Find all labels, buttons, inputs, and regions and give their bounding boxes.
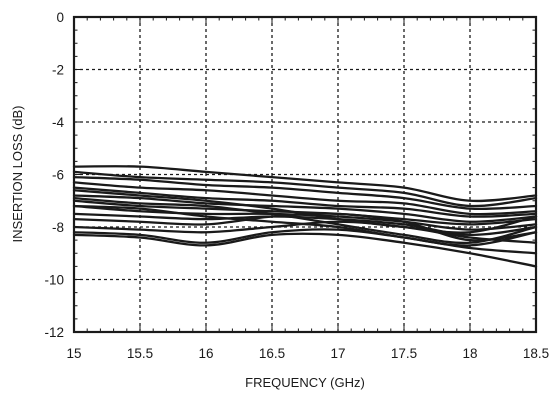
series-line-13 bbox=[72, 232, 538, 268]
y-axis-label: INSERTION LOSS (dB) bbox=[10, 105, 25, 242]
y-tick-labels: 0 -2 -4 -6 -8 -10 -12 bbox=[44, 10, 64, 340]
y-tick-label: -2 bbox=[52, 63, 64, 78]
x-tick-label: 18.5 bbox=[523, 346, 549, 361]
y-tick-label: -10 bbox=[44, 273, 64, 288]
series-line-15 bbox=[72, 196, 538, 245]
plot-frame bbox=[72, 15, 538, 334]
x-axis-label: FREQUENCY (GHz) bbox=[245, 375, 365, 390]
grid bbox=[74, 17, 536, 332]
y-tick-label: 0 bbox=[56, 10, 64, 25]
x-tick-label: 17 bbox=[330, 346, 345, 361]
series-line-5 bbox=[72, 186, 538, 218]
series-line-9 bbox=[72, 212, 538, 237]
series-line-4 bbox=[72, 181, 538, 216]
y-tick-label: -8 bbox=[52, 220, 64, 235]
series-line-2 bbox=[72, 170, 538, 208]
series-line-6 bbox=[72, 194, 538, 223]
y-tick-label: -4 bbox=[52, 115, 64, 130]
x-tick-label: 16.5 bbox=[259, 346, 285, 361]
series-line-16 bbox=[72, 189, 538, 234]
series-line-12 bbox=[72, 228, 538, 255]
x-tick-label: 15.5 bbox=[127, 346, 153, 361]
x-tick-label: 16 bbox=[198, 346, 213, 361]
x-tick-label: 18 bbox=[462, 346, 477, 361]
x-tick-labels: 15 15.5 16 16.5 17 17.5 18 18.5 bbox=[66, 346, 549, 361]
series-line-3 bbox=[72, 175, 538, 211]
series-line-7 bbox=[72, 199, 538, 226]
series-line-1 bbox=[72, 165, 538, 203]
series-lines bbox=[72, 165, 538, 268]
series-line-14 bbox=[72, 204, 538, 247]
y-tick-label: -6 bbox=[52, 168, 64, 183]
y-tick-label: -12 bbox=[44, 325, 64, 340]
x-tick-label: 15 bbox=[66, 346, 81, 361]
x-tick-label: 17.5 bbox=[391, 346, 417, 361]
